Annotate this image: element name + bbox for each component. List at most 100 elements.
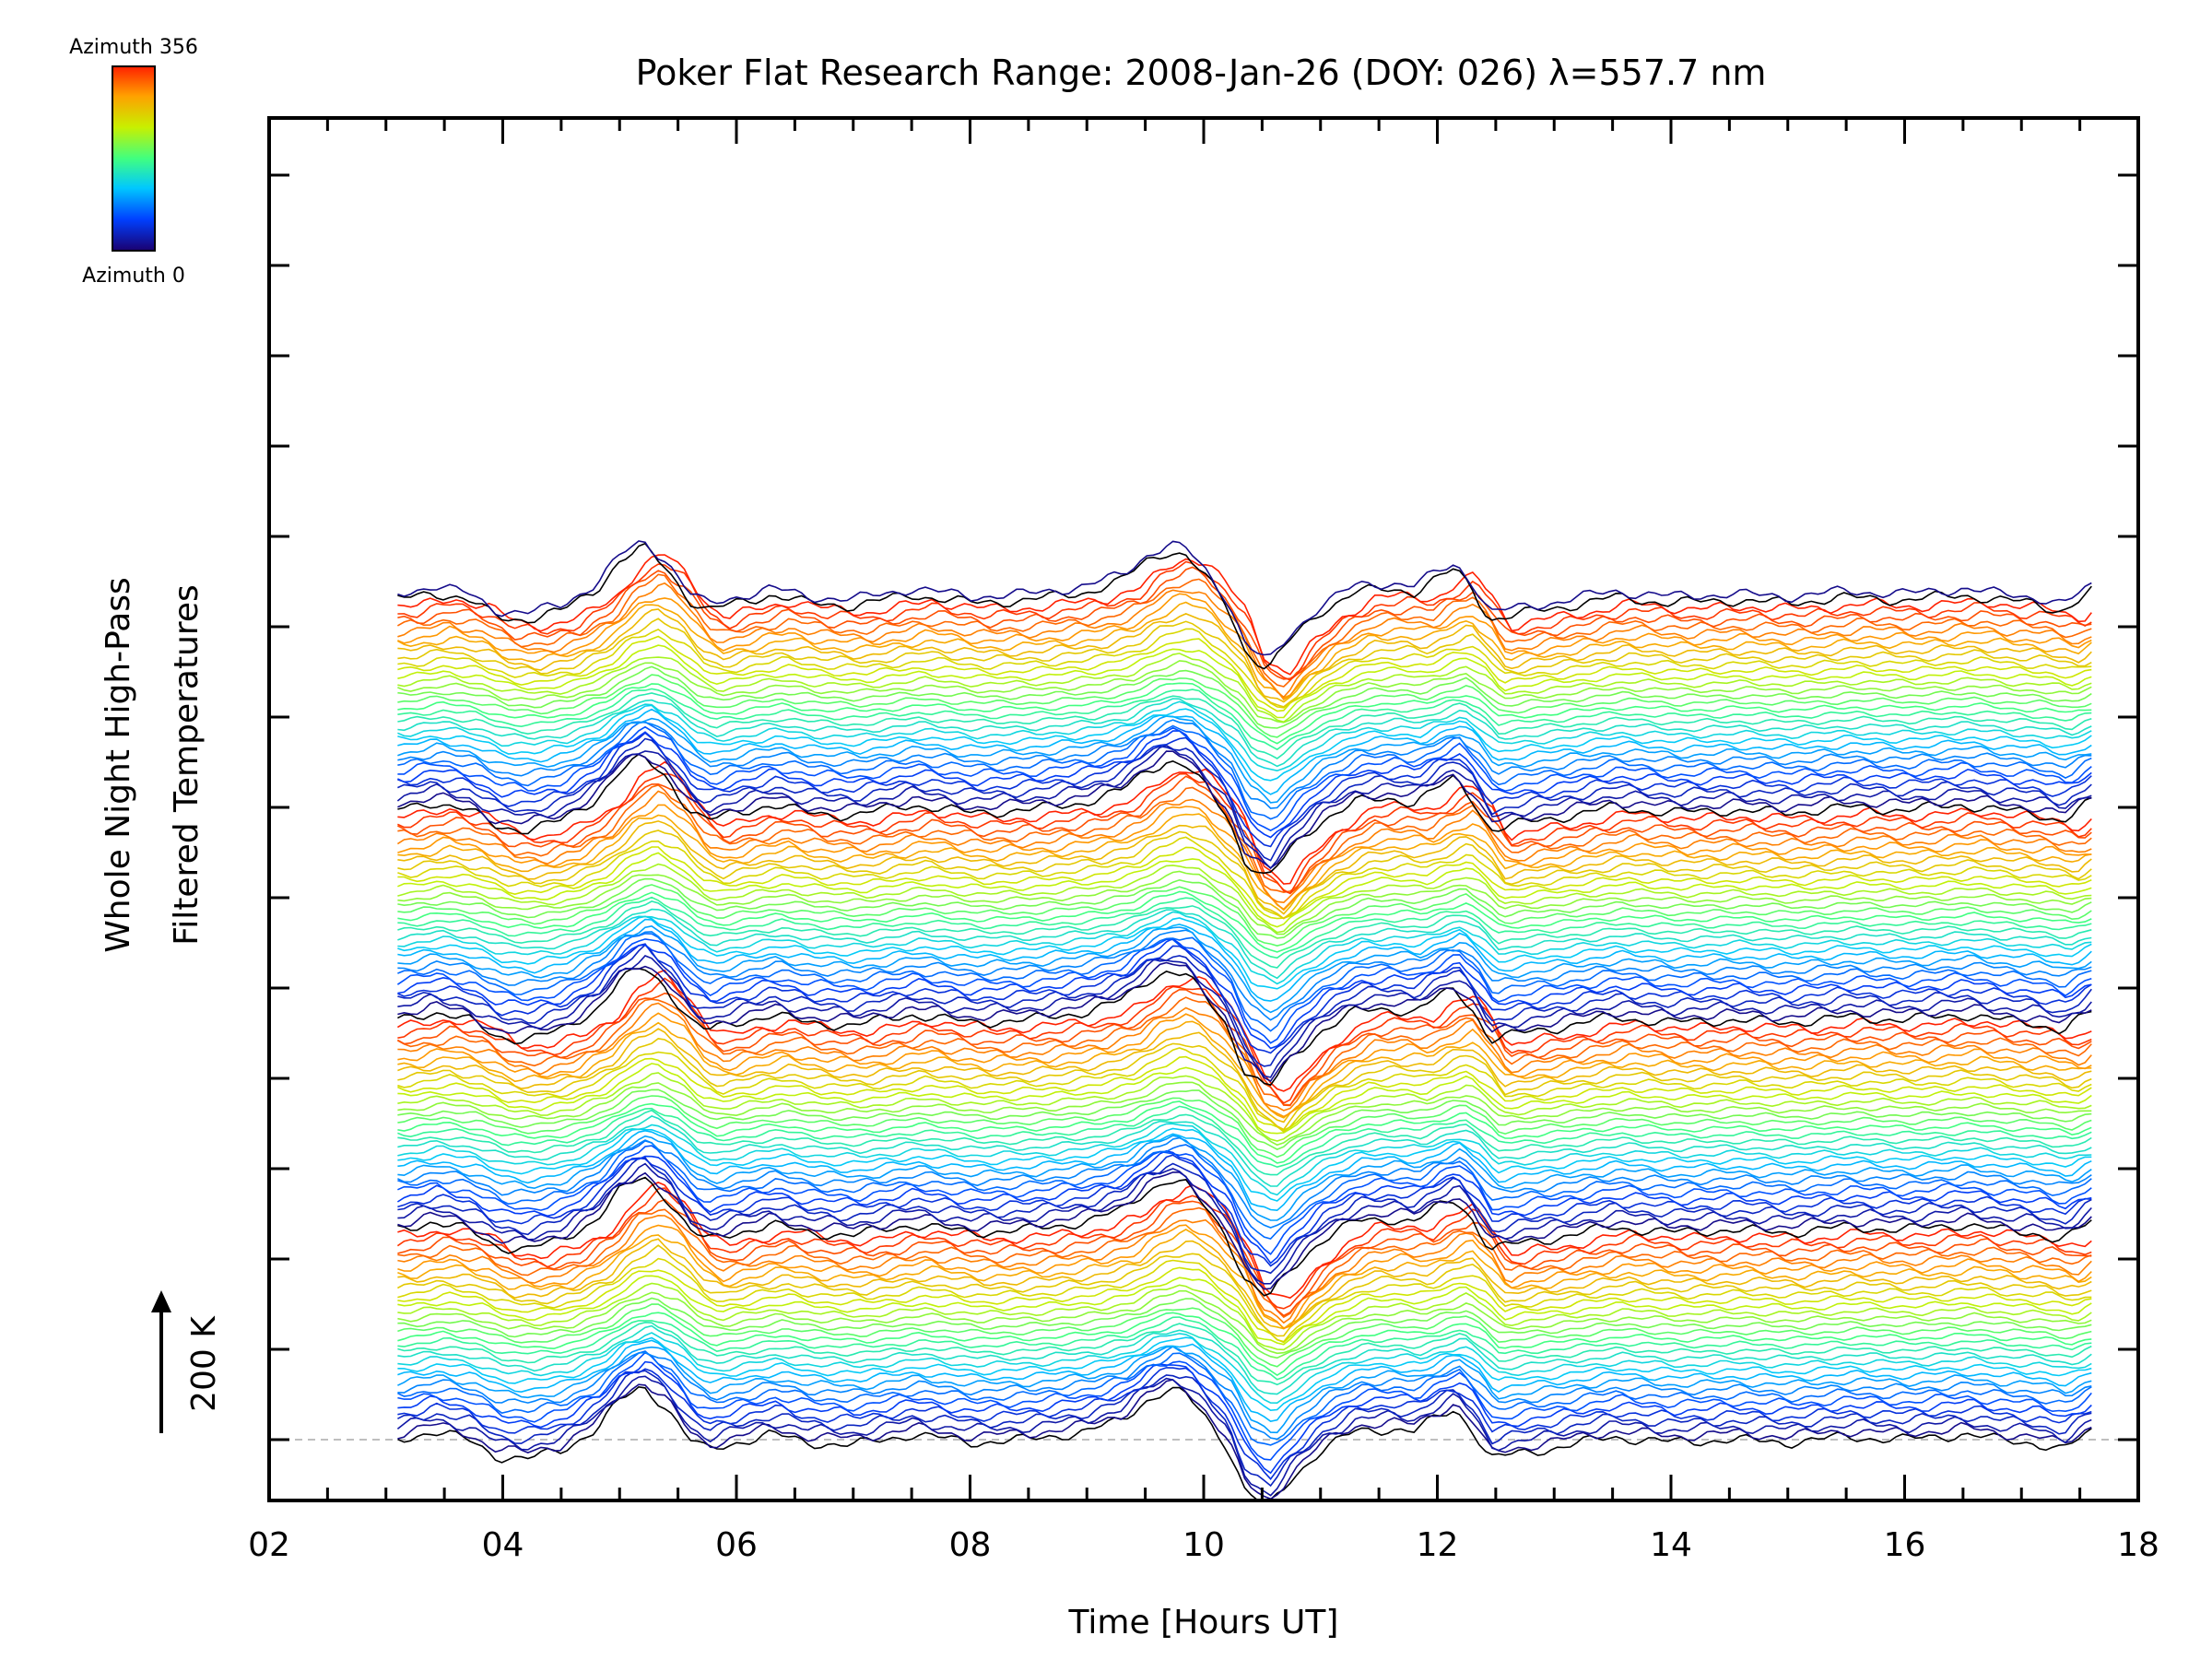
trace-line bbox=[397, 692, 2092, 759]
trace-line bbox=[397, 618, 2092, 708]
x-tick-label: 18 bbox=[2117, 1526, 2159, 1564]
trace-line bbox=[397, 540, 2092, 656]
trace-line bbox=[397, 1289, 2092, 1355]
trace-line bbox=[397, 1332, 2092, 1405]
trace-line bbox=[397, 1282, 2092, 1351]
trace-line bbox=[397, 1224, 2092, 1330]
trace-line bbox=[397, 566, 2092, 680]
x-axis-label: Time [Hours UT] bbox=[1068, 1604, 1339, 1641]
trace-line bbox=[397, 1346, 2092, 1441]
colorbar-legend: Azimuth 356 Azimuth 0 bbox=[69, 36, 198, 288]
trace-line bbox=[397, 1266, 2092, 1344]
plot-traces bbox=[269, 540, 2138, 1500]
trace-line bbox=[397, 1088, 2092, 1150]
trace-line bbox=[397, 1198, 2092, 1317]
trace-line bbox=[397, 1038, 2092, 1131]
colorbar-top-label: Azimuth 356 bbox=[69, 36, 198, 59]
trace-line bbox=[397, 890, 2092, 953]
trace-line bbox=[397, 644, 2092, 719]
trace-line bbox=[396, 938, 2092, 1044]
trace-line bbox=[397, 877, 2092, 939]
trace-line bbox=[397, 1154, 2092, 1267]
x-tick-label: 14 bbox=[1650, 1526, 1692, 1564]
trace-line bbox=[397, 1321, 2092, 1386]
trace-line bbox=[396, 790, 2092, 904]
trace-line bbox=[397, 688, 2092, 751]
trace-line bbox=[397, 1324, 2092, 1395]
trace-line bbox=[397, 1130, 2092, 1212]
trace-line bbox=[397, 1176, 2092, 1297]
trace-line bbox=[397, 1316, 2092, 1381]
trace-line bbox=[397, 1123, 2092, 1196]
trace-line bbox=[397, 929, 2092, 1021]
trace-line bbox=[397, 933, 2092, 1032]
trace-line bbox=[397, 944, 2092, 1067]
trace-line bbox=[397, 911, 2092, 985]
trace-line bbox=[397, 700, 2092, 772]
colorbar-bottom-label: Azimuth 0 bbox=[82, 265, 185, 288]
trace-line bbox=[396, 988, 2092, 1107]
trace-line bbox=[397, 1370, 2092, 1488]
trace-line bbox=[397, 1136, 2092, 1229]
trace-line bbox=[397, 542, 2092, 670]
trace-line bbox=[397, 820, 2092, 915]
trace-line bbox=[397, 573, 2092, 688]
trace-line bbox=[397, 674, 2092, 738]
trace-line bbox=[397, 1105, 2092, 1169]
trace-line bbox=[397, 708, 2092, 795]
trace-line bbox=[397, 1139, 2092, 1241]
trace-line bbox=[397, 753, 2092, 875]
trace-line bbox=[397, 1047, 2092, 1134]
trace-line bbox=[397, 653, 2092, 724]
trace-line bbox=[397, 554, 2092, 676]
trace-line bbox=[397, 1346, 2092, 1434]
x-tick-label: 06 bbox=[715, 1526, 758, 1564]
trace-line bbox=[397, 852, 2092, 928]
trace-line bbox=[397, 896, 2092, 959]
trace-line bbox=[397, 704, 2092, 782]
trace-line bbox=[397, 775, 2092, 895]
x-tick-label: 16 bbox=[1884, 1526, 1926, 1564]
colorbar-gradient bbox=[112, 65, 156, 252]
trace-line bbox=[397, 1339, 2092, 1423]
trace-line bbox=[396, 1375, 2092, 1497]
trace-line bbox=[397, 635, 2092, 712]
axis-ticks bbox=[267, 118, 2140, 1500]
chart-title: Poker Flat Research Range: 2008-Jan-26 (… bbox=[636, 53, 1767, 93]
trace-line bbox=[397, 1275, 2092, 1346]
trace-line bbox=[397, 1109, 2092, 1176]
trace-line bbox=[397, 1312, 2092, 1376]
y-axis-label-line1: Whole Night High-Pass bbox=[100, 577, 137, 953]
trace-line bbox=[397, 915, 2092, 990]
x-tick-label: 02 bbox=[248, 1526, 290, 1564]
trace-line bbox=[397, 1303, 2092, 1368]
trace-line bbox=[397, 665, 2092, 729]
trace-line bbox=[397, 830, 2092, 920]
trace-line bbox=[397, 1055, 2092, 1131]
x-tick-label: 10 bbox=[1182, 1526, 1225, 1564]
trace-line bbox=[397, 1115, 2092, 1187]
trace-line bbox=[397, 943, 2092, 1054]
trace-line bbox=[397, 1135, 2092, 1221]
trace-line bbox=[397, 1336, 2092, 1412]
x-tick-label: 12 bbox=[1417, 1526, 1459, 1564]
x-tick-label: 04 bbox=[482, 1526, 524, 1564]
trace-line bbox=[397, 846, 2092, 920]
trace-line bbox=[397, 737, 2092, 862]
trace-line bbox=[397, 1072, 2092, 1142]
scale-indicator: 200 K bbox=[151, 1290, 223, 1433]
trace-line bbox=[397, 1127, 2092, 1202]
trace-line bbox=[397, 884, 2092, 947]
trace-line bbox=[397, 1012, 2092, 1118]
trace-line bbox=[397, 732, 2092, 848]
trace-line bbox=[397, 715, 2092, 804]
trace-line bbox=[397, 1367, 2092, 1480]
trace-line bbox=[397, 918, 2092, 1002]
trace-line bbox=[397, 937, 2092, 1050]
trace-line bbox=[396, 1149, 2092, 1265]
trace-line bbox=[397, 1206, 2092, 1319]
trace-line bbox=[397, 955, 2092, 1078]
scale-arrowhead-icon bbox=[151, 1290, 171, 1312]
trace-line bbox=[397, 1385, 2092, 1500]
